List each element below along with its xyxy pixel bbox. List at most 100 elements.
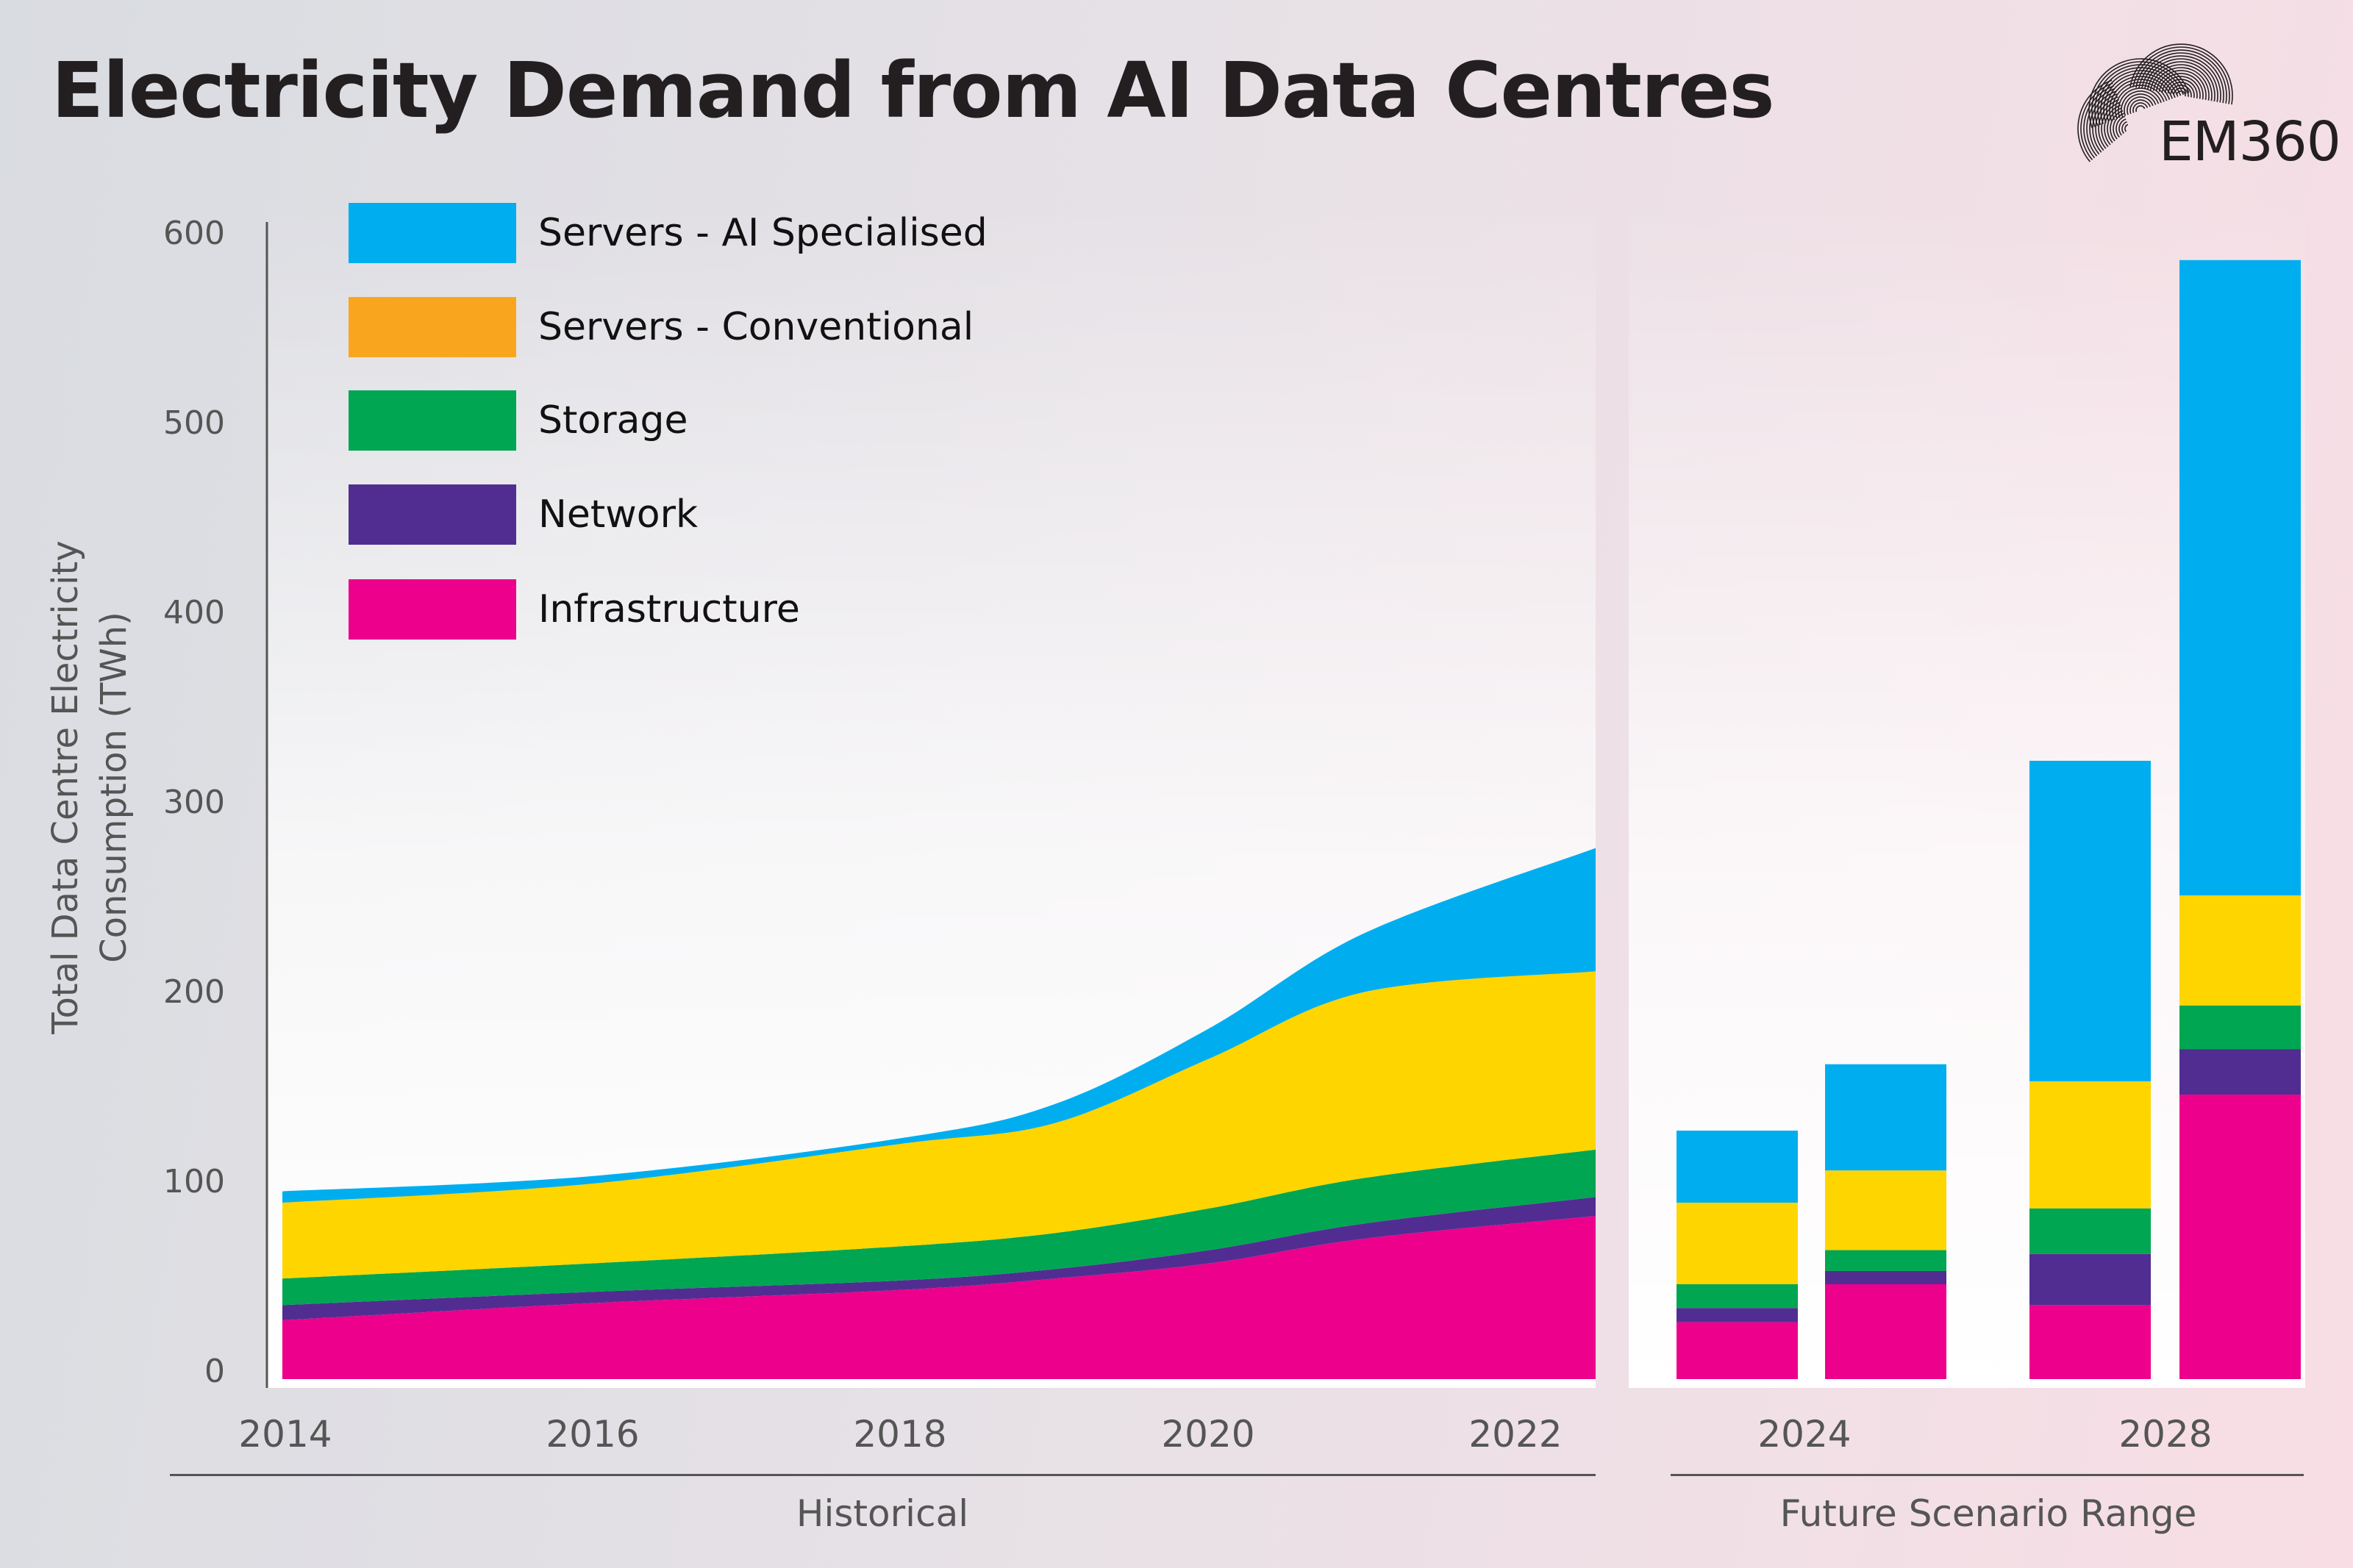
em360-logo-icon (2077, 43, 2233, 162)
bar-2028-high-infrastructure (2179, 1095, 2301, 1379)
logo-arc (2077, 79, 2113, 162)
legend-swatch (349, 484, 516, 545)
x-tick-label: 2028 (2118, 1413, 2213, 1456)
logo-arc (2088, 58, 2190, 129)
y-tick-label: 100 (163, 1163, 225, 1200)
bar-2028-low-conventional (2029, 1081, 2151, 1209)
bar-2024-low-conventional (1677, 1203, 1798, 1284)
x-tick-label: 2014 (238, 1413, 332, 1456)
logo-arc (2141, 55, 2221, 103)
logo-arc (2086, 87, 2115, 157)
logo-arc (2132, 102, 2149, 113)
bar-2028-high-network (2179, 1049, 2301, 1095)
logo-arc (2104, 104, 2121, 146)
bar-2028-high-storage (2179, 1005, 2301, 1050)
logo-arc (2110, 110, 2124, 142)
logo-arc (2149, 64, 2213, 101)
y-tick-label: 300 (163, 784, 225, 821)
bar-2024-high-storage (1825, 1250, 1946, 1271)
area-storage (282, 1149, 1596, 1306)
legend-swatch (349, 297, 516, 357)
logo-arc (2173, 87, 2189, 97)
x-tick-label: 2018 (853, 1413, 947, 1456)
logo-arc (2135, 49, 2227, 104)
x-tick-label: 2024 (1757, 1413, 1852, 1456)
chart-title: Electricity Demand from AI Data Centres (51, 46, 1775, 135)
logo-arc (2094, 64, 2185, 126)
logo-arc (2146, 61, 2215, 102)
logo-arc (2113, 112, 2124, 140)
logo-arc (2143, 58, 2218, 102)
logo-text: EM360 (2159, 110, 2341, 173)
bar-2024-high-infrastructure (1825, 1284, 1946, 1379)
logo-arc (2098, 99, 2119, 149)
legend-label: Network (538, 493, 699, 537)
logo-arc (2170, 85, 2192, 98)
bar-2028-low-infrastructure (2029, 1305, 2151, 1379)
logo-arc (2127, 96, 2154, 115)
bar-2028-low-ai (2029, 760, 2151, 1081)
bar-2028-high-ai (2179, 259, 2301, 896)
logo-arc (2092, 93, 2118, 153)
bar-series-group (1677, 259, 2301, 1379)
y-tick-label: 400 (163, 594, 225, 631)
logo-arc (2132, 46, 2230, 104)
legend-swatch (349, 203, 516, 263)
logo-arc (2121, 90, 2160, 118)
y-tick-label: 600 (163, 215, 225, 252)
logo-arc (2124, 123, 2129, 132)
section-label-historical: Historical (796, 1492, 969, 1535)
y-tick-label: 500 (163, 404, 225, 442)
logo-arc (2164, 79, 2198, 99)
bar-2028-high-conventional (2179, 895, 2301, 1006)
logo-arc (2109, 79, 2171, 121)
logo-arc (2080, 82, 2113, 160)
legend-item-ai: Servers - AI Specialised (349, 203, 988, 263)
legend-label: Infrastructure (538, 587, 800, 631)
legend-label: Servers - AI Specialised (538, 211, 988, 255)
logo-arc (2124, 93, 2157, 116)
logo-arc (2158, 73, 2204, 100)
logo-arc (2118, 118, 2127, 136)
logo-arc (2121, 121, 2127, 134)
logo-arc (2095, 96, 2118, 151)
logo-arc (2161, 76, 2201, 99)
legend-swatch (349, 579, 516, 640)
legend-item-storage: Storage (349, 390, 688, 451)
legend-item-infrastructure: Infrastructure (349, 579, 800, 640)
legend-label: Storage (538, 398, 688, 443)
logo-arc (2155, 70, 2207, 101)
logo-arc (2138, 52, 2224, 104)
legend-item-network: Network (349, 484, 698, 545)
area-infrastructure (282, 1216, 1596, 1379)
logo-arc (2101, 101, 2121, 147)
logo-arc (2091, 61, 2187, 127)
logo-arc (2115, 115, 2126, 138)
bar-2024-low-ai (1677, 1131, 1798, 1203)
historical-divider (170, 1474, 1596, 1476)
area-conventional (282, 971, 1596, 1279)
logo-arc (2135, 105, 2146, 112)
logo-arc (2167, 82, 2195, 99)
bar-2024-high-network (1825, 1270, 1946, 1284)
logo-arc (2152, 67, 2210, 101)
bar-2024-high-ai (1825, 1064, 1946, 1171)
bar-2024-low-network (1677, 1308, 1798, 1322)
legend-item-conventional: Servers - Conventional (349, 297, 974, 357)
logo-arc (2118, 87, 2162, 118)
bar-2024-high-conventional (1825, 1170, 1946, 1250)
bar-2024-low-infrastructure (1677, 1322, 1798, 1379)
logo-arc (2083, 85, 2115, 159)
bar-2028-low-storage (2029, 1208, 2151, 1254)
y-tick-label: 200 (163, 973, 225, 1011)
bar-2024-low-storage (1677, 1284, 1798, 1309)
x-tick-label: 2022 (1468, 1413, 1563, 1456)
legend-swatch (349, 390, 516, 451)
logo-arc (2089, 90, 2116, 155)
x-tick-label: 2020 (1161, 1413, 1255, 1456)
legend-label: Servers - Conventional (538, 305, 974, 349)
logo-arc (2129, 99, 2151, 115)
area-network (282, 1197, 1596, 1321)
logo-arc (2107, 107, 2123, 143)
